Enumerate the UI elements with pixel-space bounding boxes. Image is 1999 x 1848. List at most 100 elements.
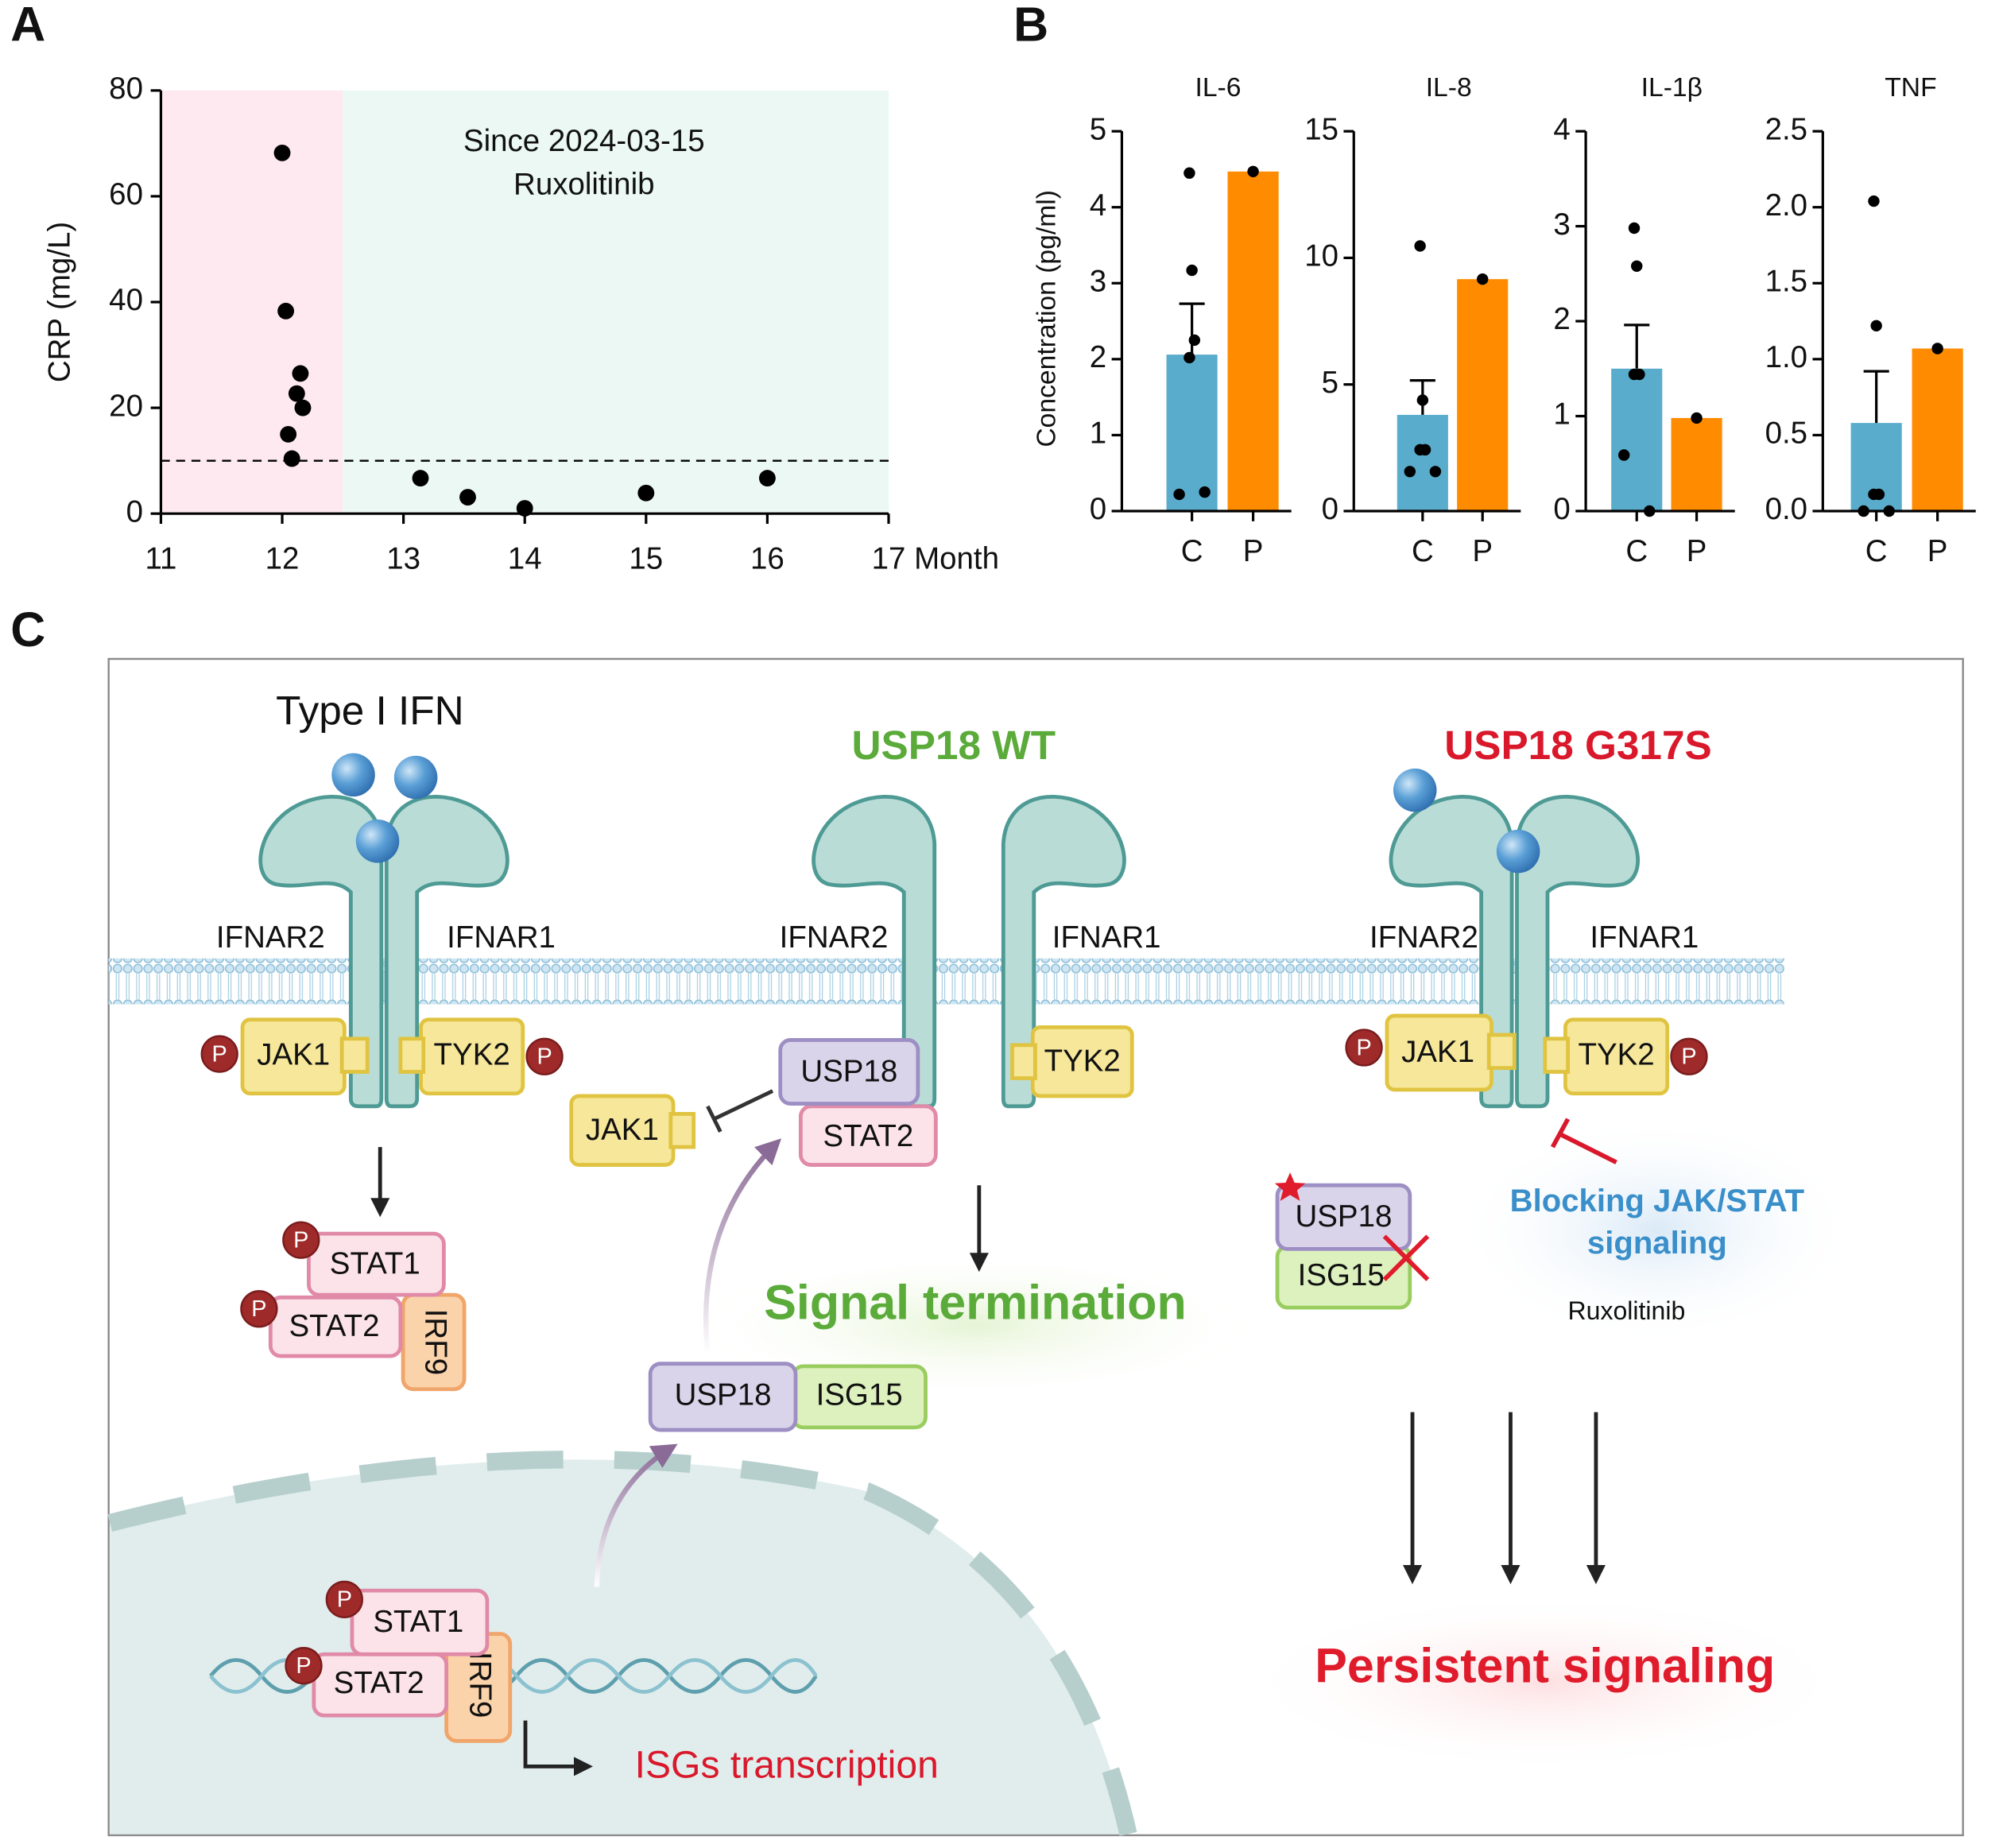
y-tick-label: 15 <box>1304 112 1338 146</box>
termination-label: Signal termination <box>764 1276 1186 1330</box>
jak1-tab <box>668 1112 696 1149</box>
x-tick-label: 15 <box>629 542 663 576</box>
persistent-label: Persistent signaling <box>1315 1639 1775 1693</box>
y-tick-label: 5 <box>1322 366 1338 400</box>
data-point <box>1868 195 1880 207</box>
x-tick-label: 16 <box>750 542 784 576</box>
protein-label: USP18 <box>800 1054 897 1088</box>
nucleus <box>110 1459 1129 1834</box>
protein-label: IRF9 <box>418 1309 452 1375</box>
point <box>280 425 297 443</box>
protein-label: STAT2 <box>823 1119 913 1153</box>
ifn <box>1393 768 1437 812</box>
data-point <box>1691 412 1703 424</box>
point <box>637 484 655 502</box>
protein-label: USP18 <box>1295 1199 1392 1234</box>
data-point <box>1631 260 1643 272</box>
tyk2-tab <box>1543 1036 1571 1074</box>
blocking-label: signaling <box>1587 1226 1727 1261</box>
data-point <box>1429 466 1442 478</box>
stat1 <box>350 1588 490 1656</box>
y-tick-label: 1.0 <box>1765 340 1807 374</box>
usp18 <box>648 1362 798 1432</box>
stat2 <box>268 1295 403 1358</box>
data-point <box>1247 165 1259 178</box>
x-tick-label: P <box>1687 534 1707 568</box>
error-bar <box>1179 302 1205 355</box>
data-point <box>1931 343 1943 354</box>
y-tick-label: 4 <box>1553 112 1570 146</box>
bar <box>1457 279 1509 511</box>
receptor-label: IFNAR2 <box>780 920 889 955</box>
y-tick-label: 0.0 <box>1765 492 1807 526</box>
protein-label: USP18 <box>675 1378 772 1412</box>
jak1-tab <box>339 1036 370 1074</box>
usp18 <box>1275 1183 1412 1251</box>
glow <box>682 1249 1269 1402</box>
data-point <box>1184 351 1195 364</box>
receptor-label: IFNAR2 <box>1369 920 1478 955</box>
phospho <box>325 1580 363 1618</box>
error-bar <box>1863 370 1889 424</box>
phospho-label: P <box>212 1041 227 1067</box>
point <box>292 365 309 382</box>
point <box>516 500 533 517</box>
data-point <box>1476 273 1489 285</box>
y-tick-label: 0 <box>126 494 143 529</box>
panel-label: B <box>1013 0 1048 51</box>
y-tick-label: 4 <box>1090 188 1106 223</box>
bar <box>1227 171 1279 511</box>
y-tick-label: 3 <box>1553 207 1570 242</box>
glow <box>1238 1593 1851 1772</box>
protein-label: STAT2 <box>289 1309 380 1343</box>
data-point <box>1870 320 1882 332</box>
mutation-star <box>1274 1172 1306 1201</box>
x-tick-label: 17 <box>872 542 906 576</box>
glow <box>1453 1115 1861 1345</box>
phospho <box>525 1037 564 1075</box>
bar <box>1611 368 1663 511</box>
blocking-label: Blocking JAK/STAT <box>1510 1184 1805 1218</box>
point <box>459 489 476 506</box>
phospho-label: P <box>1356 1035 1371 1060</box>
x-tick-label: 13 <box>386 542 420 576</box>
chart-title: IL-6 <box>1195 73 1241 103</box>
tyk2-tab <box>1010 1043 1037 1080</box>
usp18 <box>778 1038 920 1106</box>
point <box>294 399 312 416</box>
y-tick-label: 0.5 <box>1765 416 1807 451</box>
protein-label: STAT2 <box>334 1666 424 1700</box>
phospho-group: P P P P P P P P <box>200 1029 1708 1685</box>
y-tick-label: 20 <box>109 389 143 423</box>
y-tick-label: 2 <box>1090 340 1106 374</box>
protein-label: IRF9 <box>463 1652 498 1718</box>
cross <box>1382 1234 1430 1281</box>
phospho-label: P <box>1681 1044 1696 1069</box>
y-tick-label: 1 <box>1090 416 1106 451</box>
nuclear-envelope <box>107 1451 1137 1836</box>
protein-label: TYK2 <box>1578 1037 1654 1071</box>
x-tick-label: C <box>1181 534 1203 568</box>
receptor-label: IFNAR1 <box>1590 920 1699 955</box>
phospho <box>1345 1029 1383 1067</box>
wt-label: USP18 WT <box>852 723 1056 768</box>
y-tick-label: 1 <box>1553 397 1570 432</box>
bar <box>1671 417 1722 511</box>
data-point <box>1414 444 1426 456</box>
region <box>161 90 343 514</box>
y-tick-label: 2.0 <box>1765 188 1807 223</box>
drug-label: Ruxolitinib <box>1567 1296 1685 1325</box>
x-tick-label: P <box>1927 534 1948 568</box>
y-axis-label: CRP (mg/L) <box>43 222 77 382</box>
chart-title: TNF <box>1885 73 1936 103</box>
stat1 <box>307 1231 446 1297</box>
bar <box>1397 414 1448 511</box>
x-axis-label: Month <box>914 542 999 576</box>
data-point <box>1188 334 1201 347</box>
y-tick-label: 0 <box>1090 492 1106 526</box>
point <box>288 385 305 402</box>
y-tick-label: 60 <box>109 177 143 211</box>
point <box>412 470 429 487</box>
